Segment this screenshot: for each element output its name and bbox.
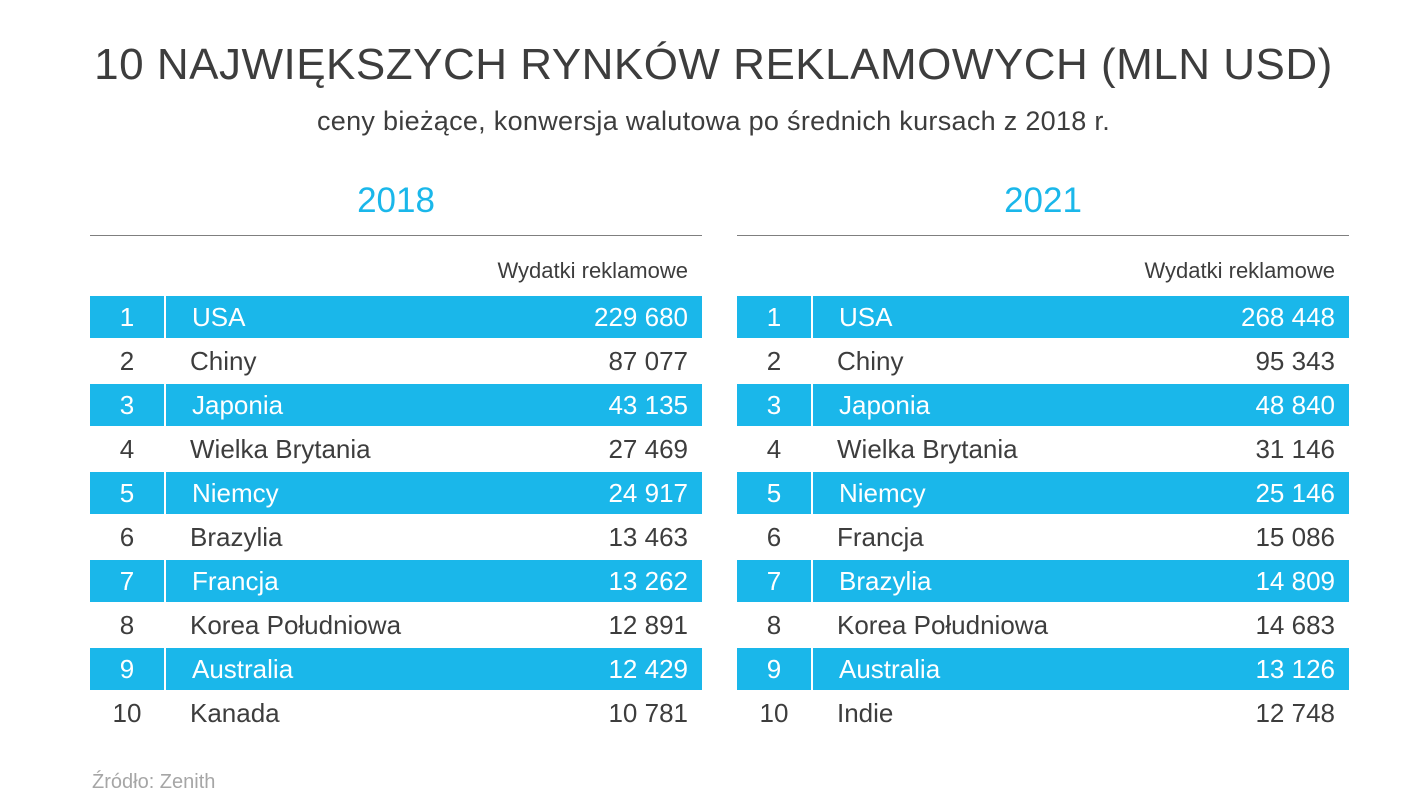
rank-cell: 3 [737,384,813,426]
rank-cell: 3 [90,384,166,426]
country-cell: Korea Południowa [190,609,402,640]
table-row: 5 Niemcy 25 146 [737,472,1349,514]
country-cell: Wielka Brytania [190,433,371,464]
value-cell: 13 126 [1255,653,1335,684]
value-cell: 14 809 [1255,565,1335,596]
rank-cell: 6 [119,521,135,552]
country-cell: Korea Południowa [837,609,1049,640]
rank-cell: 8 [119,609,135,640]
table-row: 10 Indie 12 748 [737,692,1349,734]
table-2021: 2021 Wydatki reklamowe 1 USA 268 448 2 Chiny… [737,181,1349,736]
table-body: 1 USA 268 448 2 Chiny 95 343 3 Japonia 48 840 4 Wi… [737,296,1349,734]
value-cell: 95 343 [1255,345,1335,376]
table-row: 2 Chiny 95 343 [737,340,1349,382]
value-cell: 13 463 [608,521,688,552]
table-row: 4 Wielka Brytania 31 146 [737,428,1349,470]
page-title: 10 NAJWIĘKSZYCH RYNKÓW REKLAMOWYCH (MLN … [94,40,1333,89]
value-cell: 14 683 [1255,609,1335,640]
country-cell: Wielka Brytania [837,433,1018,464]
value-cell: 229 680 [594,301,688,332]
country-cell: Kanada [190,697,280,728]
rank-cell: 6 [766,521,782,552]
table-row: 7 Brazylia 14 809 [737,560,1349,602]
value-cell: 27 469 [608,433,688,464]
table-2018: 2018 Wydatki reklamowe 1 USA 229 680 2 Chiny… [90,181,702,736]
rank-cell: 10 [759,697,789,728]
rank-cell: 1 [737,296,813,338]
country-cell: Brazylia [190,521,283,552]
table-row: 8 Korea Południowa 12 891 [90,604,702,646]
country-cell: Francja [192,565,279,596]
value-cell: 25 146 [1255,477,1335,508]
value-cell: 48 840 [1255,389,1335,420]
table-row: 9 Australia 13 126 [737,648,1349,690]
table-row: 10 Kanada 10 781 [90,692,702,734]
table-row: 3 Japonia 43 135 [90,384,702,426]
table-row: 2 Chiny 87 077 [90,340,702,382]
country-cell: Japonia [839,389,931,420]
source-note: Źródło: Zenith [92,771,216,793]
country-cell: Australia [839,653,941,684]
rank-cell: 7 [737,560,813,602]
rank-cell: 10 [112,697,142,728]
country-cell: Australia [192,653,294,684]
value-cell: 12 891 [608,609,688,640]
value-cell: 31 146 [1255,433,1335,464]
year-underline [90,235,702,236]
year-underline [737,235,1349,236]
rank-cell: 2 [119,345,135,376]
rank-cell: 2 [766,345,782,376]
country-cell: Japonia [192,389,284,420]
table-row: 1 USA 268 448 [737,296,1349,338]
table-row: 3 Japonia 48 840 [737,384,1349,426]
year-label: 2018 [357,181,435,220]
rank-cell: 9 [90,648,166,690]
value-cell: 87 077 [608,345,688,376]
table-body: 1 USA 229 680 2 Chiny 87 077 3 Japonia 43 135 4 Wi… [90,296,702,734]
value-cell: 15 086 [1255,521,1335,552]
table-row: 5 Niemcy 24 917 [90,472,702,514]
value-cell: 12 748 [1255,697,1335,728]
table-row: 9 Australia 12 429 [90,648,702,690]
table-row: 6 Brazylia 13 463 [90,516,702,558]
value-cell: 268 448 [1241,301,1335,332]
tables-container: 2018 Wydatki reklamowe 1 USA 229 680 2 Chiny… [0,181,1427,736]
country-cell: USA [839,301,893,332]
value-cell: 43 135 [608,389,688,420]
page-subtitle: ceny bieżące, konwersja walutowa po śred… [316,106,1111,136]
value-column-header: Wydatki reklamowe [497,258,688,283]
country-cell: USA [192,301,246,332]
table-row: 1 USA 229 680 [90,296,702,338]
table-row: 4 Wielka Brytania 27 469 [90,428,702,470]
country-cell: Niemcy [192,477,279,508]
country-cell: Francja [837,521,924,552]
country-cell: Chiny [190,345,257,376]
country-cell: Brazylia [839,565,932,596]
rank-cell: 7 [90,560,166,602]
rank-cell: 5 [90,472,166,514]
rank-cell: 8 [766,609,782,640]
country-cell: Chiny [837,345,904,376]
value-cell: 13 262 [608,565,688,596]
value-cell: 24 917 [608,477,688,508]
rank-cell: 4 [119,433,135,464]
rank-cell: 1 [90,296,166,338]
value-cell: 12 429 [608,653,688,684]
table-row: 6 Francja 15 086 [737,516,1349,558]
rank-cell: 9 [737,648,813,690]
rank-cell: 4 [766,433,782,464]
country-cell: Niemcy [839,477,926,508]
year-label: 2021 [1004,181,1082,220]
table-row: 7 Francja 13 262 [90,560,702,602]
value-cell: 10 781 [608,697,688,728]
table-row: 8 Korea Południowa 14 683 [737,604,1349,646]
value-column-header: Wydatki reklamowe [1144,258,1335,283]
country-cell: Indie [837,697,894,728]
rank-cell: 5 [737,472,813,514]
